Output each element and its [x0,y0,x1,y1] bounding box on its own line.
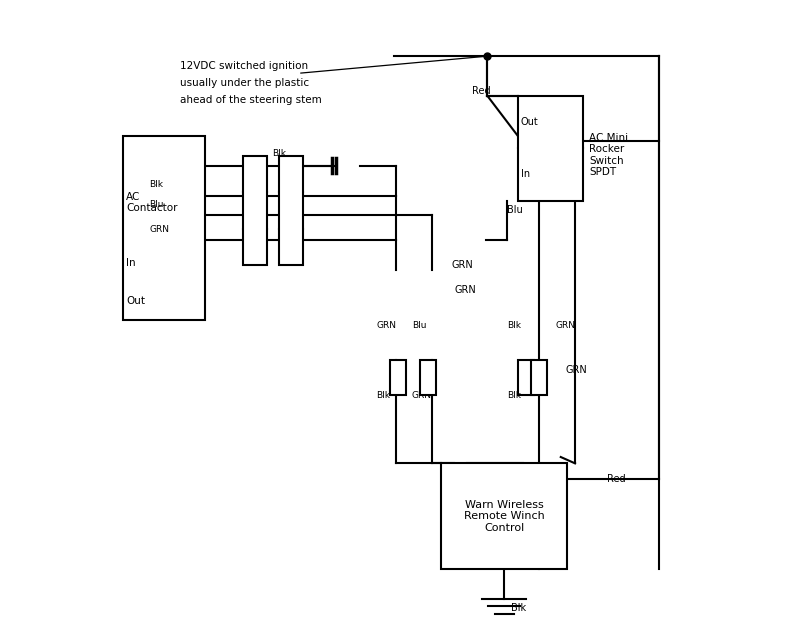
Bar [518,360,534,395]
Text: Blk: Blk [376,390,390,399]
Text: ahead of the steering stem: ahead of the steering stem [180,95,322,105]
Text: AC
Contactor: AC Contactor [126,192,177,213]
Text: Warn Wireless
Remote Winch
Control: Warn Wireless Remote Winch Control [464,500,545,533]
Bar [531,360,547,395]
Text: Blk: Blk [272,149,287,158]
Text: GRN: GRN [411,390,431,399]
Text: Blk: Blk [507,390,522,399]
Text: GRN: GRN [376,321,396,330]
Bar [279,156,303,265]
Text: Blk: Blk [149,180,163,189]
Text: Blk: Blk [507,321,522,330]
Text: GRN: GRN [555,321,575,330]
Text: Out: Out [126,296,145,306]
Text: Red: Red [471,86,491,96]
Text: GRN: GRN [149,225,169,234]
Text: In: In [521,169,530,180]
Bar [123,136,205,320]
Text: GRN: GRN [451,260,473,270]
Text: Out: Out [521,117,539,127]
Text: Blu: Blu [411,321,427,330]
Text: In: In [126,258,136,268]
Text: Blk: Blk [511,603,526,613]
Bar [391,360,406,395]
Text: AC Mini
Rocker
Switch
SPDT: AC Mini Rocker Switch SPDT [590,132,629,178]
Text: Blu: Blu [149,200,164,209]
Bar [243,156,267,265]
Bar [441,463,567,569]
Bar [419,360,435,395]
Text: Red: Red [607,474,626,484]
Text: 12VDC switched ignition: 12VDC switched ignition [180,61,308,71]
Bar [518,96,583,201]
Text: Blu: Blu [507,206,523,215]
Text: GRN: GRN [454,285,475,295]
Text: GRN: GRN [566,365,587,375]
Text: usually under the plastic: usually under the plastic [180,78,309,88]
